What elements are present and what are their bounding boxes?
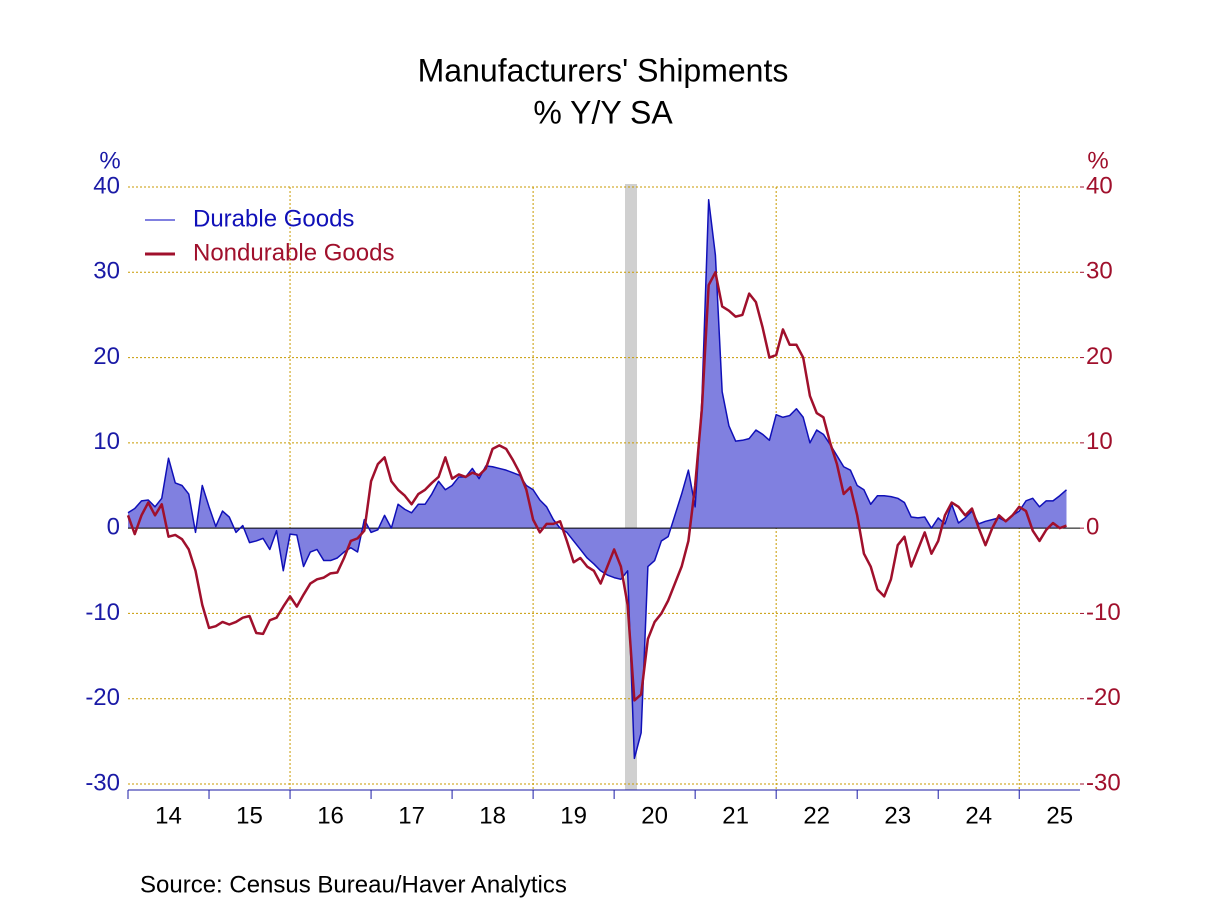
y2-tick-label: -10 [1086, 599, 1121, 626]
y-tick-label: 20 [93, 343, 120, 370]
y2-tick-label: 0 [1086, 513, 1099, 540]
y2-tick-label: -30 [1086, 769, 1121, 796]
x-tick-label: 15 [236, 802, 263, 829]
chart-title: Manufacturers' Shipments [418, 52, 789, 88]
legend-label: Nondurable Goods [193, 239, 394, 266]
y2-axis-label: % [1087, 147, 1108, 174]
y-tick-label: -20 [85, 684, 120, 711]
y-tick-label: -30 [85, 769, 120, 796]
x-tick-label: 22 [803, 802, 830, 829]
y-tick-label: -10 [85, 599, 120, 626]
y2-tick-label: 40 [1086, 172, 1113, 199]
x-tick-label: 16 [317, 802, 344, 829]
y-tick-label: 0 [107, 513, 120, 540]
x-tick-label: 25 [1046, 802, 1073, 829]
x-tick-label: 20 [641, 802, 668, 829]
x-tick-label: 18 [479, 802, 506, 829]
x-tick-label: 14 [155, 802, 182, 829]
series-line [127, 199, 1067, 760]
y-tick-label: 10 [93, 428, 120, 455]
x-tick-label: 23 [884, 802, 911, 829]
x-tick-label: 21 [722, 802, 749, 829]
source-note: Source: Census Bureau/Haver Analytics [140, 871, 567, 898]
y2-tick-label: 20 [1086, 343, 1113, 370]
x-tick-label: 24 [965, 802, 992, 829]
chart-subtitle: % Y/Y SA [533, 94, 673, 130]
y-tick-label: 30 [93, 258, 120, 285]
series-line [126, 271, 1067, 702]
legend-label: Durable Goods [193, 205, 354, 232]
y2-tick-label: 30 [1086, 258, 1113, 285]
x-tick-label: 19 [560, 802, 587, 829]
x-tick-label: 17 [398, 802, 425, 829]
y2-tick-label: 10 [1086, 428, 1113, 455]
y-axis-label: % [99, 147, 120, 174]
y2-tick-label: -20 [1086, 684, 1121, 711]
y-tick-label: 40 [93, 172, 120, 199]
